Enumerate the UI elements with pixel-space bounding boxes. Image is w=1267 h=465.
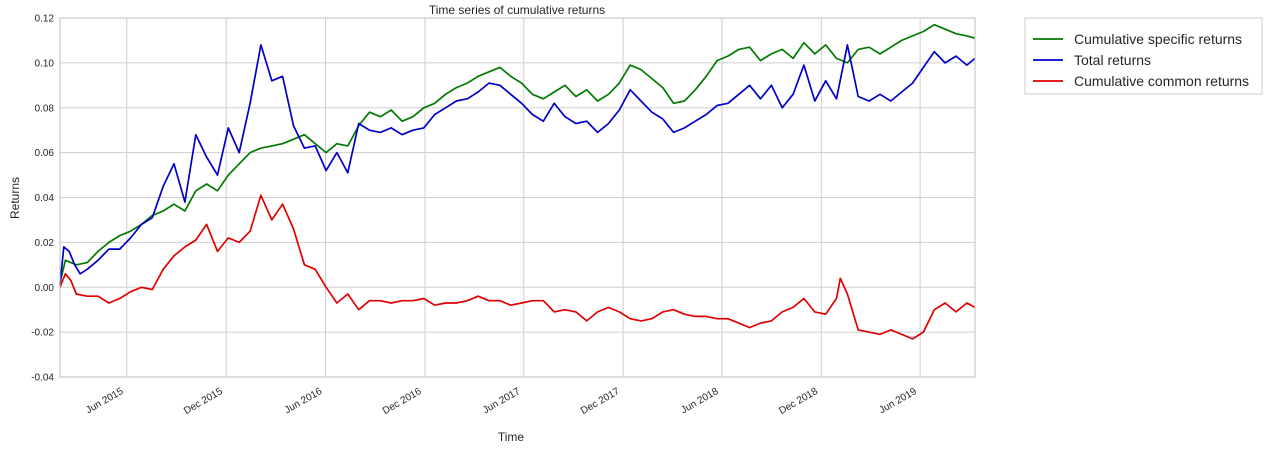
- x-axis-label: Time: [498, 430, 525, 444]
- plot-frame: [59, 17, 976, 378]
- chart-title: Time series of cumulative returns: [429, 3, 605, 17]
- y-tick-label: 0.04: [35, 193, 55, 204]
- x-tick-label: Dec 2018: [777, 386, 820, 417]
- y-axis-ticks: -0.04 -0.02 0.00 0.02 0.04 0.06 0.08 0.10 0.12: [31, 14, 54, 384]
- x-tick-label: Dec 2016: [381, 386, 424, 417]
- legend-frame: [1024, 17, 1263, 95]
- y-tick-label: 0.10: [35, 58, 55, 69]
- y-tick-label: 0.02: [35, 238, 55, 249]
- legend: Cumulative specific returns Total returns…: [1024, 17, 1263, 95]
- series-line: [59, 23, 976, 283]
- y-tick-label: 0.08: [35, 103, 55, 114]
- x-tick-label: Dec 2017: [579, 386, 622, 417]
- series-lines: [59, 23, 976, 340]
- x-axis-ticks: Jun 2015 Dec 2015 Jun 2016 Dec 2016 Jun 2017…: [84, 386, 919, 417]
- x-tick-label: Dec 2015: [182, 386, 225, 417]
- y-axis-label: Returns: [8, 177, 22, 219]
- y-tick-label: -0.04: [31, 373, 54, 384]
- legend-label: Total returns: [1074, 52, 1151, 68]
- y-tick-label: 0.06: [35, 148, 55, 159]
- series-line: [59, 44, 976, 286]
- y-tick-label: -0.02: [31, 328, 54, 339]
- y-tick-label: 0.12: [35, 14, 55, 25]
- x-tick-label: Jun 2018: [679, 386, 721, 416]
- series-line: [59, 194, 976, 340]
- legend-label: Cumulative common returns: [1074, 73, 1249, 89]
- y-tick-label: 0.00: [35, 283, 55, 294]
- legend-label: Cumulative specific returns: [1074, 31, 1242, 47]
- x-tick-label: Jun 2016: [283, 386, 325, 416]
- x-tick-label: Jun 2019: [878, 386, 920, 416]
- x-tick-label: Jun 2017: [481, 386, 523, 416]
- x-tick-label: Jun 2015: [84, 386, 126, 416]
